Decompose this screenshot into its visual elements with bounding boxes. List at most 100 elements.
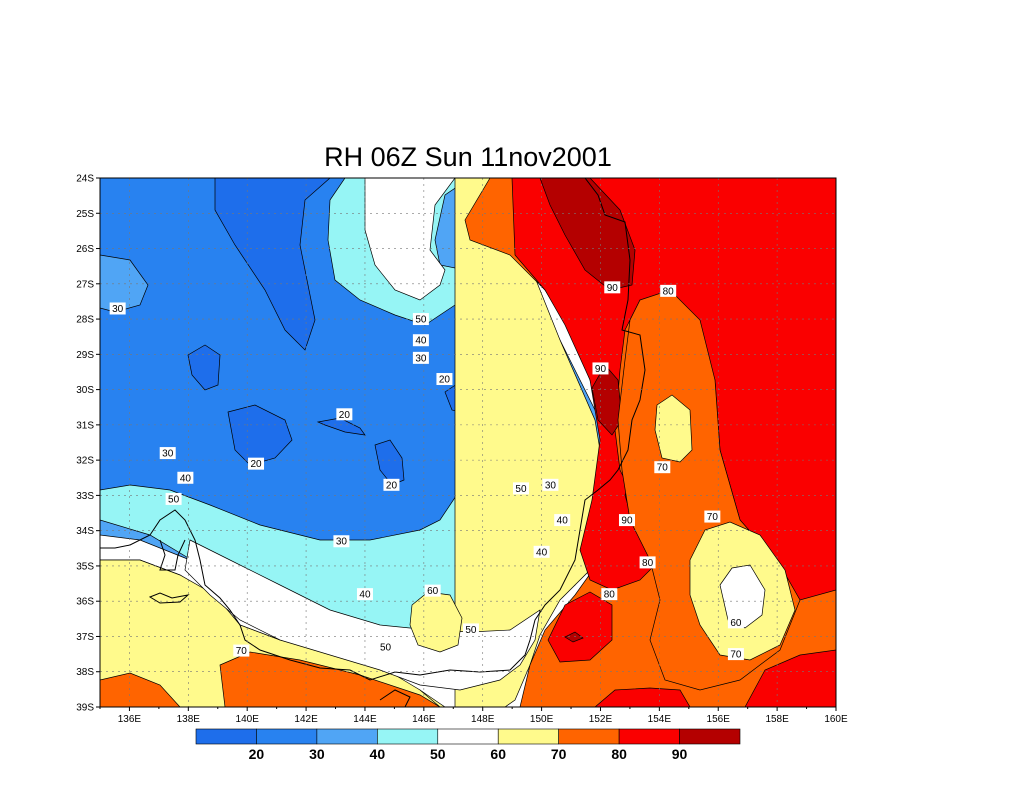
contour-label-bg [660, 284, 677, 297]
contour-label-bg [592, 362, 609, 375]
contour-label: 20 [248, 457, 265, 470]
contour-label-bg [165, 492, 182, 505]
x-tick-label: 142E [294, 714, 318, 725]
x-tick-label: 148E [471, 714, 495, 725]
colorbar-label: 60 [490, 746, 506, 762]
rh-region-60-70-east-lobe [654, 394, 693, 463]
x-tick-label: 138E [177, 714, 201, 725]
contour-label-text: 30 [162, 449, 174, 460]
colorbar-bin [195, 728, 257, 745]
chart-title: RH 06Z Sun 11nov2001 [324, 142, 612, 172]
contour-label-text: 90 [607, 283, 619, 294]
y-tick-label: 35S [76, 561, 94, 572]
colorbar-bin [316, 728, 378, 745]
colorbar-label: 70 [551, 746, 567, 762]
contour-label-text: 40 [180, 473, 192, 484]
rh-region-80-90-s [547, 591, 613, 663]
contour-label: 50 [377, 641, 394, 654]
plot-frame [99, 177, 837, 708]
rh-region-gt90-north [539, 178, 636, 291]
contour-label-text: 40 [415, 336, 427, 347]
colorbar-label: 30 [309, 746, 325, 762]
contour-label-bg [618, 514, 635, 527]
contour-label-bg [604, 281, 621, 294]
y-tick-label: 32S [76, 456, 94, 467]
y-tick-label: 38S [76, 667, 94, 678]
rh-region-50-60-south [184, 539, 541, 691]
rh-region-lt20-b [227, 404, 293, 466]
contour-label: 40 [533, 545, 550, 558]
x-tick-label: 154E [648, 714, 672, 725]
contour-label-bg [654, 461, 671, 474]
y-tick-label: 30S [76, 385, 94, 396]
y-tick-label: 37S [76, 632, 94, 643]
contour-label-text: 70 [707, 512, 719, 523]
coastline [100, 178, 646, 707]
contour-label: 40 [356, 588, 373, 601]
contour-label: 30 [109, 302, 126, 315]
contour-label-text: 60 [730, 618, 742, 629]
contour-label-text: 80 [604, 590, 616, 601]
contour-label-text: 20 [250, 459, 262, 470]
colorbar-label: 40 [370, 746, 386, 762]
x-tick-label: 156E [707, 714, 731, 725]
contour-label: 30 [159, 447, 176, 460]
contour-label-bg [333, 535, 350, 548]
contour-label-bg [412, 351, 429, 364]
contour-label: 40 [554, 514, 571, 527]
contour-label-text: 40 [536, 547, 548, 558]
contour-label: 30 [542, 478, 559, 491]
colorbar-bin [437, 728, 499, 745]
contour-label-bg [377, 641, 394, 654]
contour-label: 50 [412, 313, 429, 326]
colorbar-label: 50 [430, 746, 446, 762]
x-tick-label: 158E [765, 714, 789, 725]
contour-label: 50 [165, 492, 182, 505]
rh-region-70-80-s [219, 651, 441, 707]
contour-label-bg [436, 373, 453, 386]
contour-label: 30 [333, 535, 350, 548]
contour-label-bg [554, 514, 571, 527]
contour-label-text: 30 [415, 353, 427, 364]
contour-label-text: 50 [168, 494, 180, 505]
colorbar-bin [558, 728, 620, 745]
contour-label: 90 [592, 362, 609, 375]
contour-label: 70 [654, 461, 671, 474]
y-tick-label: 27S [76, 279, 94, 290]
contour-label-bg [424, 584, 441, 597]
contour-label-text: 70 [730, 650, 742, 661]
colorbar-bin [256, 728, 318, 745]
contour-label: 20 [383, 478, 400, 491]
rh-region-lt20-a [187, 344, 221, 391]
contour-label-text: 20 [439, 375, 451, 386]
contour-label: 20 [436, 373, 453, 386]
contour-label: 50 [512, 482, 529, 495]
rh-region-80-90-coast [594, 687, 691, 707]
y-tick-label: 29S [76, 350, 94, 361]
contour-label: 90 [618, 514, 635, 527]
y-tick-label: 36S [76, 597, 94, 608]
contour-label-bg [356, 588, 373, 601]
y-tick-label: 28S [76, 315, 94, 326]
contour-label-bg [248, 457, 265, 470]
contour-label-bg [601, 588, 618, 601]
contour-label-text: 50 [415, 315, 427, 326]
contour-label-text: 90 [595, 364, 607, 375]
contour-label-bg [412, 334, 429, 347]
colorbar-bin [497, 728, 559, 745]
rh-region-70-80-sw [100, 672, 181, 707]
contour-label: 20 [336, 408, 353, 421]
y-tick-label: 24S [76, 174, 94, 185]
contour-label-bg [727, 616, 744, 629]
contour-label-text: 30 [336, 537, 348, 548]
y-tick-label: 31S [76, 420, 94, 431]
x-tick-label: 150E [530, 714, 554, 725]
contour-label-bg [412, 313, 429, 326]
contour-label-bg [233, 644, 250, 657]
contour-label-bg [383, 478, 400, 491]
x-tick-label: 136E [118, 714, 142, 725]
contour-label: 70 [233, 644, 250, 657]
contour-label-text: 40 [557, 516, 569, 527]
contour-label: 40 [412, 334, 429, 347]
